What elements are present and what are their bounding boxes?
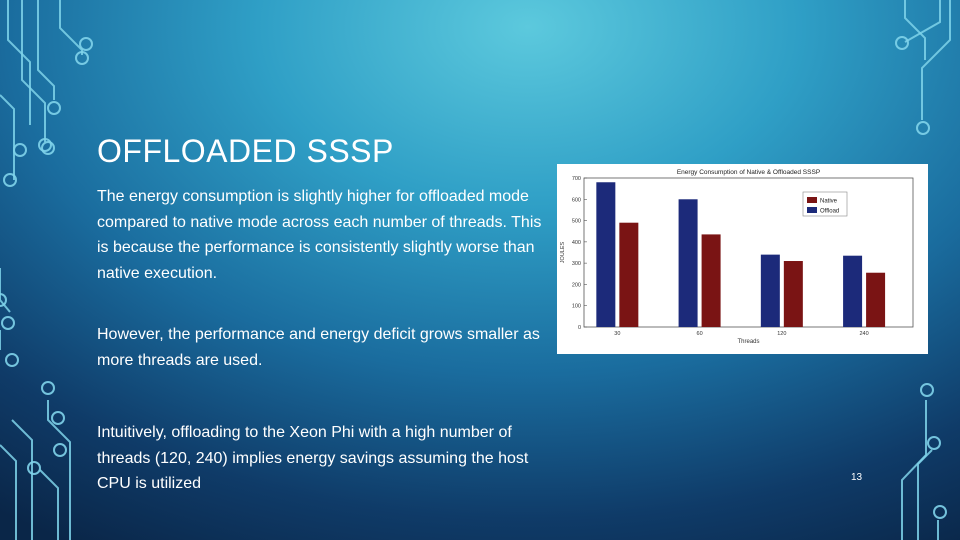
bar-native-30 bbox=[619, 222, 639, 327]
bar-offload-240 bbox=[843, 255, 863, 327]
circuit-line bbox=[7, 0, 31, 125]
circuit-node bbox=[51, 411, 65, 425]
y-tick-label: 600 bbox=[572, 197, 581, 203]
circuit-node bbox=[895, 36, 909, 50]
y-tick-label: 400 bbox=[572, 240, 581, 246]
circuit-line bbox=[0, 299, 11, 313]
circuit-line bbox=[921, 0, 951, 120]
circuit-line bbox=[21, 0, 46, 142]
circuit-node bbox=[1, 316, 15, 330]
circuit-node bbox=[916, 121, 930, 135]
circuit-line bbox=[37, 0, 55, 100]
y-tick-label: 100 bbox=[572, 304, 581, 310]
circuit-line bbox=[904, 0, 941, 43]
circuit-node bbox=[38, 138, 52, 152]
y-tick-label: 200 bbox=[572, 282, 581, 288]
bar-native-60 bbox=[701, 234, 721, 327]
paragraph-3: Intuitively, offloading to the Xeon Phi … bbox=[97, 424, 529, 492]
circuit-line bbox=[39, 469, 59, 540]
y-axis-label: JOULES bbox=[560, 241, 566, 263]
circuit-node bbox=[41, 141, 55, 155]
bar-native-120 bbox=[783, 261, 803, 327]
x-tick-label: 240 bbox=[859, 331, 868, 337]
circuit-node bbox=[13, 143, 27, 157]
circuit-node bbox=[79, 37, 93, 51]
y-tick-label: 300 bbox=[572, 261, 581, 267]
x-axis-label: Threads bbox=[737, 339, 759, 345]
x-tick-label: 60 bbox=[697, 331, 703, 337]
circuit-node bbox=[5, 353, 19, 367]
circuit-node bbox=[920, 383, 934, 397]
circuit-node bbox=[41, 381, 55, 395]
circuit-line bbox=[901, 400, 927, 540]
page-number: 13 bbox=[851, 472, 863, 483]
y-tick-label: 700 bbox=[572, 176, 581, 182]
circuit-line bbox=[904, 0, 926, 60]
x-tick-label: 120 bbox=[777, 331, 786, 337]
circuit-line bbox=[917, 449, 933, 540]
paragraph-1: The energy consumption is slightly highe… bbox=[97, 188, 542, 282]
energy-bar-chart: Energy Consumption of Native & Offloaded… bbox=[560, 169, 914, 345]
circuit-line bbox=[47, 400, 71, 540]
circuit-line bbox=[0, 444, 17, 540]
circuit-node bbox=[927, 436, 941, 450]
circuit-node bbox=[27, 461, 41, 475]
circuit-line bbox=[0, 94, 15, 180]
bar-offload-30 bbox=[596, 182, 616, 327]
circuit-node bbox=[0, 293, 7, 307]
circuit-line bbox=[59, 0, 83, 55]
legend-label-offload: Offload bbox=[820, 209, 839, 215]
bar-offload-120 bbox=[760, 254, 780, 327]
circuit-node bbox=[53, 443, 67, 457]
y-tick-label: 0 bbox=[578, 325, 581, 331]
chart-title: Energy Consumption of Native & Offloaded… bbox=[677, 169, 820, 176]
x-tick-label: 30 bbox=[614, 331, 620, 337]
paragraph-2: However, the performance and energy defi… bbox=[97, 326, 540, 369]
legend-swatch-offload bbox=[807, 207, 817, 213]
circuit-node bbox=[3, 173, 17, 187]
bar-offload-60 bbox=[678, 199, 698, 327]
circuit-line bbox=[11, 419, 33, 540]
circuit-node bbox=[933, 505, 947, 519]
chart-panel: Energy Consumption of Native & Offloaded… bbox=[557, 164, 928, 354]
legend-label-native: Native bbox=[820, 199, 838, 205]
circuit-node bbox=[75, 51, 89, 65]
bar-native-240 bbox=[866, 272, 886, 327]
y-tick-label: 500 bbox=[572, 219, 581, 225]
legend-swatch-native bbox=[807, 197, 817, 203]
slide-title: OFFLOADED SSSP bbox=[97, 133, 394, 169]
circuit-node bbox=[47, 101, 61, 115]
